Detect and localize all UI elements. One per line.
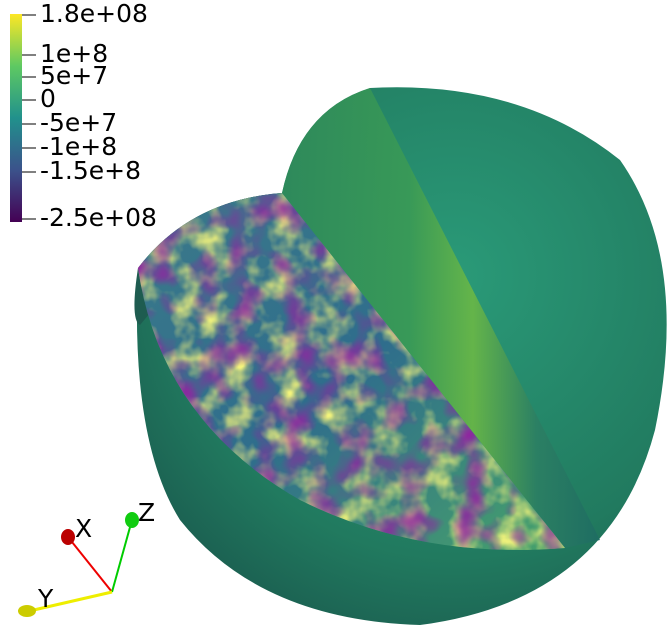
colorbar-label: -2.5e+08 (40, 203, 157, 232)
colorbar-label: -5e+7 (40, 108, 117, 137)
y-axis-label: Y (37, 584, 54, 613)
colorbar-label: -1.5e+8 (40, 156, 141, 185)
colorbar-label: 5e+7 (40, 61, 108, 90)
z-axis-label: Z (138, 498, 155, 527)
orientation-axes: X Z Y (18, 498, 155, 617)
colorbar-label: 1.8e+08 (40, 0, 148, 28)
colorbar-label: -1e+8 (40, 132, 117, 161)
colorbar-gradient (10, 14, 22, 222)
colorbar-label: 1e+8 (40, 39, 108, 68)
colorbar: 1.8e+08 1e+85e+70-5e+7-1e+8-1.5e+8 -2.5e+0… (10, 0, 157, 232)
x-axis-label: X (75, 514, 92, 543)
colorbar-label: 0 (40, 84, 56, 113)
sphere (134, 87, 667, 626)
